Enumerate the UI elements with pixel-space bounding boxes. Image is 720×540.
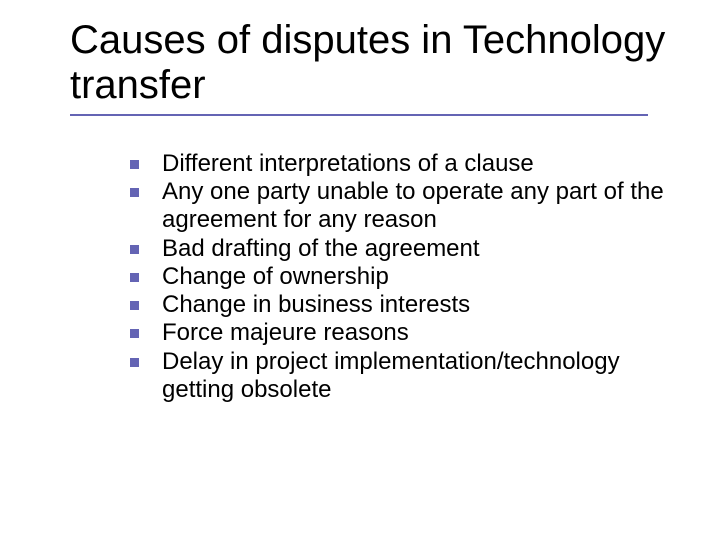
list-item: Delay in project implementation/technolo…: [130, 348, 680, 405]
bullet-text: Force majeure reasons: [162, 319, 409, 346]
list-item: Different interpretations of a clause: [130, 150, 680, 178]
bullet-icon: [130, 160, 139, 169]
bullet-icon: [130, 188, 139, 197]
list-item: Any one party unable to operate any part…: [130, 178, 680, 235]
list-item: Change in business interests: [130, 291, 680, 319]
title-underline: [70, 114, 648, 116]
bullet-icon: [130, 245, 139, 254]
bullet-text: Any one party unable to operate any part…: [162, 178, 664, 233]
bullet-icon: [130, 301, 139, 310]
bullet-text: Change in business interests: [162, 291, 470, 318]
bullet-list: Different interpretations of a clause An…: [70, 150, 680, 405]
bullet-icon: [130, 273, 139, 282]
slide-title: Causes of disputes in Technology transfe…: [70, 18, 680, 108]
slide: Causes of disputes in Technology transfe…: [0, 0, 720, 540]
bullet-text: Bad drafting of the agreement: [162, 235, 480, 262]
bullet-text: Different interpretations of a clause: [162, 150, 534, 177]
bullet-text: Delay in project implementation/technolo…: [162, 348, 620, 403]
bullet-icon: [130, 329, 139, 338]
list-item: Change of ownership: [130, 263, 680, 291]
list-item: Force majeure reasons: [130, 319, 680, 347]
bullet-icon: [130, 358, 139, 367]
list-item: Bad drafting of the agreement: [130, 235, 680, 263]
bullet-text: Change of ownership: [162, 263, 389, 290]
